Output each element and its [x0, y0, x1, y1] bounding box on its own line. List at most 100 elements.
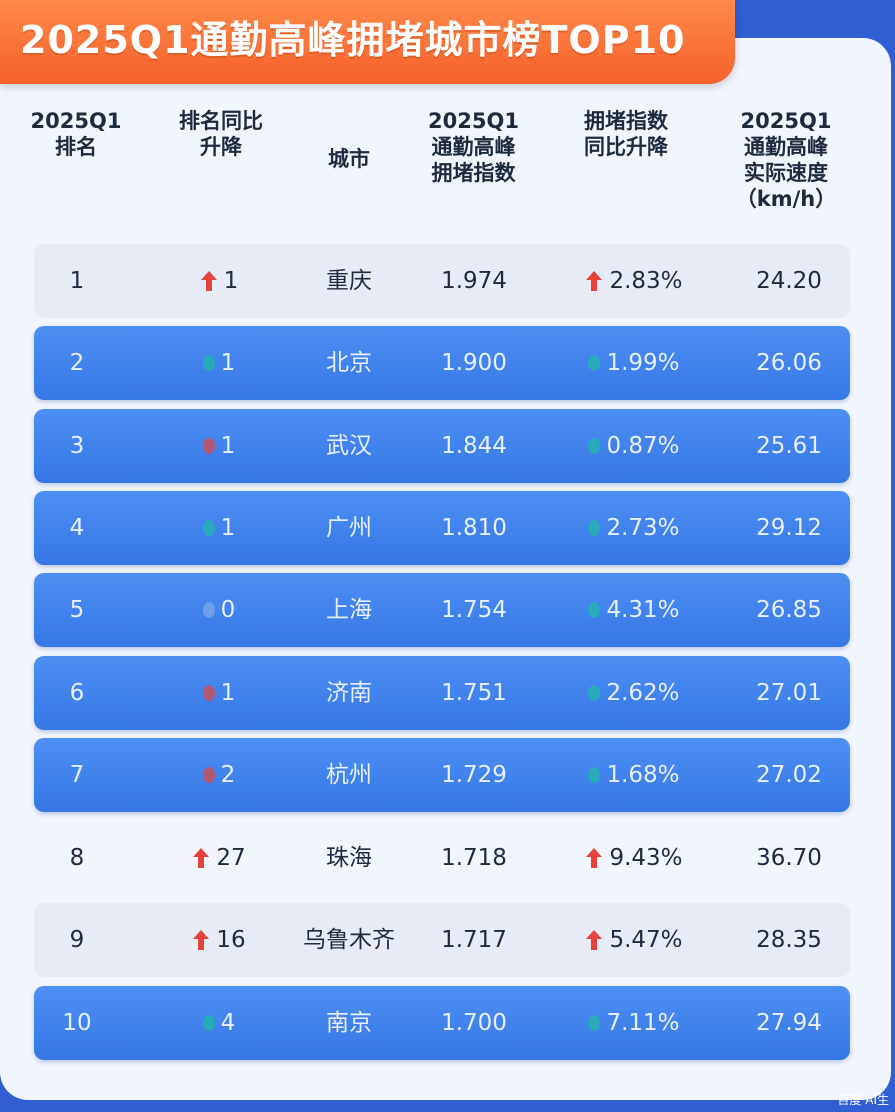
- rank-change-value: 1: [220, 680, 236, 706]
- header-index: 2025Q1 通勤高峰 拥堵指数: [411, 108, 536, 228]
- table-row: 9 16 乌鲁木齐 1.717 5.47% 28.35: [34, 903, 850, 977]
- table-header: 2025Q1 排名 排名同比 升降 城市 2025Q1 通勤高峰 拥堵指数 拥堵指数 同比…: [16, 108, 856, 228]
- header-line: （km/h）: [735, 187, 837, 211]
- header-line: 2025Q1: [740, 109, 832, 133]
- index-change-cell: 9.43%: [559, 821, 709, 895]
- rank-cell: 4: [69, 515, 85, 541]
- city-cell: 南京: [326, 1010, 372, 1036]
- speed-cell: 27.01: [756, 680, 822, 706]
- city-cell: 济南: [326, 680, 372, 706]
- up-arrow-icon: [585, 270, 603, 292]
- header-line: 城市: [328, 147, 370, 171]
- city-cell: 重庆: [326, 268, 372, 294]
- header-rank: 2025Q1 排名: [26, 108, 126, 228]
- index-change-value: 1.68%: [606, 762, 680, 788]
- speed-cell: 28.35: [756, 927, 822, 953]
- table-row: 4 1 广州 1.810 2.73% 29.12: [34, 491, 850, 565]
- city-cell: 广州: [326, 515, 372, 541]
- down-indicator-icon: [588, 520, 601, 536]
- index-cell: 1.751: [441, 680, 507, 706]
- index-change-value: 5.47%: [609, 927, 683, 953]
- table-row: 3 1 武汉 1.844 0.87% 25.61: [34, 409, 850, 483]
- header-city: 城市: [299, 146, 399, 266]
- table-row: 5 0 上海 1.754 4.31% 26.85: [34, 573, 850, 647]
- header-line: 通勤高峰: [431, 135, 516, 159]
- down-indicator-icon: [202, 355, 215, 371]
- header-index-change: 拥堵指数 同比升降: [561, 108, 691, 228]
- table-row: 2 1 北京 1.900 1.99% 26.06: [34, 326, 850, 400]
- index-change-value: 2.62%: [606, 680, 680, 706]
- speed-cell: 27.02: [756, 762, 822, 788]
- down-indicator-icon: [202, 438, 215, 454]
- speed-cell: 24.20: [756, 268, 822, 294]
- up-arrow-icon: [585, 929, 603, 951]
- header-line: 2025Q1: [30, 109, 122, 133]
- index-change-value: 7.11%: [606, 1010, 680, 1036]
- rank-change-value: 16: [216, 927, 246, 953]
- header-rank-change: 排名同比 升降: [156, 108, 286, 228]
- index-change-value: 4.31%: [606, 597, 680, 623]
- index-cell: 1.700: [441, 1010, 507, 1036]
- table-row: 8 27 珠海 1.718 9.43% 36.70: [34, 821, 850, 895]
- rank-change-cell: 27: [164, 821, 274, 895]
- index-change-value: 9.43%: [609, 845, 683, 871]
- index-cell: 1.717: [441, 927, 507, 953]
- index-cell: 1.754: [441, 597, 507, 623]
- header-line: 2025Q1: [428, 109, 519, 133]
- down-indicator-icon: [588, 355, 601, 371]
- rank-change-cell: 1: [164, 656, 274, 730]
- speed-cell: 29.12: [756, 515, 822, 541]
- rank-change-value: 2: [220, 762, 236, 788]
- rank-change-cell: 16: [164, 903, 274, 977]
- down-indicator-icon: [588, 685, 601, 701]
- rank-cell: 8: [69, 845, 85, 871]
- index-change-cell: 1.99%: [559, 326, 709, 400]
- index-cell: 1.900: [441, 350, 507, 376]
- down-indicator-icon: [588, 602, 601, 618]
- header-line: 排名同比: [179, 109, 263, 133]
- down-indicator-icon: [202, 685, 215, 701]
- city-cell: 乌鲁木齐: [303, 927, 395, 953]
- rank-change-value: 1: [220, 350, 236, 376]
- city-cell: 上海: [326, 597, 372, 623]
- header-speed: 2025Q1 通勤高峰 实际速度 （km/h）: [721, 108, 851, 228]
- rank-cell: 7: [69, 762, 85, 788]
- index-cell: 1.729: [441, 762, 507, 788]
- index-change-value: 1.99%: [606, 350, 680, 376]
- rank-cell: 9: [69, 927, 85, 953]
- rank-change-value: 1: [220, 433, 236, 459]
- down-indicator-icon: [202, 767, 215, 783]
- rank-change-value: 27: [216, 845, 246, 871]
- rank-change-value: 1: [220, 515, 236, 541]
- index-cell: 1.974: [441, 268, 507, 294]
- header-line: 拥堵指数: [584, 109, 668, 133]
- page-title: 2025Q1通勤高峰拥堵城市榜TOP10: [20, 18, 686, 62]
- header-line: 拥堵指数: [431, 161, 516, 185]
- city-cell: 珠海: [326, 845, 372, 871]
- index-change-value: 0.87%: [606, 433, 680, 459]
- rank-cell: 3: [69, 433, 85, 459]
- speed-cell: 25.61: [756, 433, 822, 459]
- header-line: 实际速度: [744, 161, 828, 185]
- index-change-cell: 5.47%: [559, 903, 709, 977]
- rank-change-value: 0: [220, 597, 236, 623]
- index-change-cell: 1.68%: [559, 738, 709, 812]
- down-indicator-icon: [588, 1015, 601, 1031]
- rank-cell: 1: [69, 268, 85, 294]
- rank-change-value: 1: [223, 268, 239, 294]
- rank-change-cell: 1: [164, 491, 274, 565]
- speed-cell: 36.70: [756, 845, 822, 871]
- city-cell: 杭州: [326, 762, 372, 788]
- rank-change-cell: 4: [164, 986, 274, 1060]
- table-row: 7 2 杭州 1.729 1.68% 27.02: [34, 738, 850, 812]
- rank-cell: 2: [69, 350, 85, 376]
- city-cell: 武汉: [326, 433, 372, 459]
- table-row: 6 1 济南 1.751 2.62% 27.01: [34, 656, 850, 730]
- header-line: 排名: [55, 135, 97, 159]
- index-change-cell: 2.83%: [559, 244, 709, 318]
- down-indicator-icon: [588, 438, 601, 454]
- up-arrow-icon: [192, 929, 210, 951]
- index-change-value: 2.83%: [609, 268, 683, 294]
- header-line: 升降: [200, 135, 242, 159]
- rank-change-cell: 0: [164, 573, 274, 647]
